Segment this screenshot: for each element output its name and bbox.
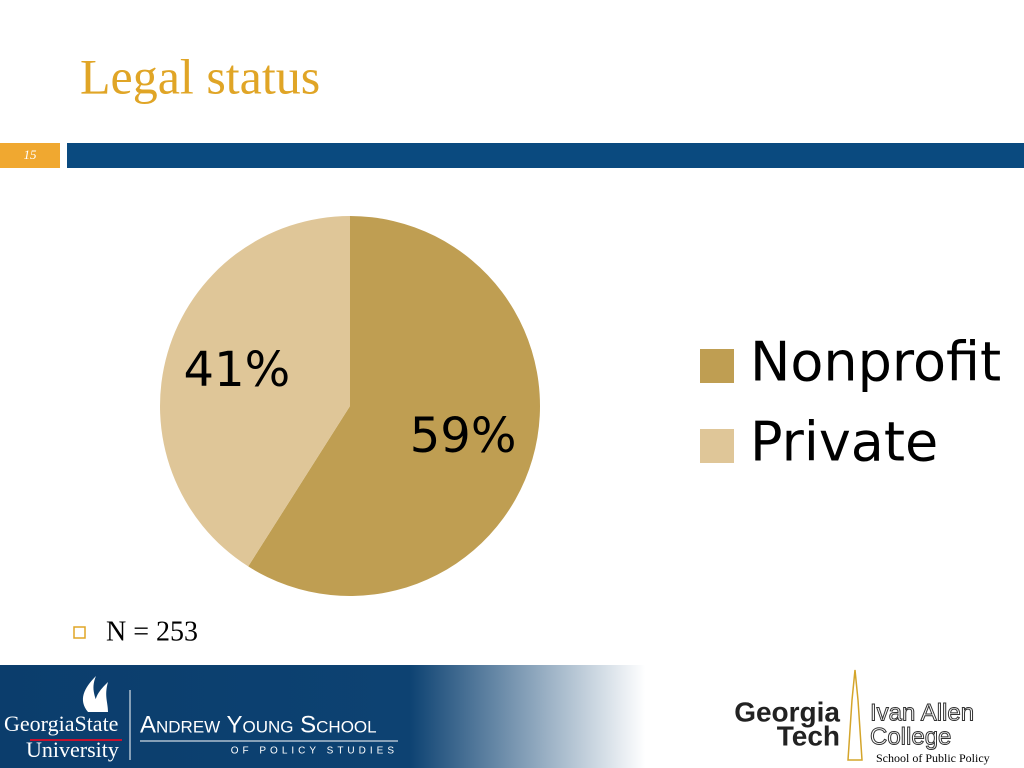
legend: Nonprofit Private xyxy=(700,331,1001,474)
header-bar xyxy=(67,143,1024,168)
pie-slice xyxy=(159,216,350,567)
bullet-text: N = 253 xyxy=(106,616,198,647)
iac-name: Ivan Allen xyxy=(870,699,974,726)
iac-name: College xyxy=(870,723,951,750)
legend-swatch xyxy=(700,429,734,463)
iac-sub: School of Public Policy xyxy=(876,751,990,765)
gsu-name: University xyxy=(26,737,119,762)
ays-name: Andrew Young School xyxy=(140,711,377,738)
pie-slice xyxy=(248,216,540,596)
data-label: 59% xyxy=(410,408,517,464)
gsu-flame xyxy=(82,676,108,712)
legend-label: Nonprofit xyxy=(750,331,1001,394)
gsu-name: GeorgiaState xyxy=(4,711,118,736)
gt-tower xyxy=(847,669,863,761)
ays-sub: OF POLICY STUDIES xyxy=(231,746,398,757)
slide-title: Legal status xyxy=(80,48,320,104)
legend-swatch xyxy=(700,349,734,383)
bullet-marker xyxy=(73,626,86,639)
legend-label: Private xyxy=(750,411,938,474)
pie-chart: 59% 41% xyxy=(159,216,540,596)
gt-name: Georgia xyxy=(734,696,840,727)
slide-number-box xyxy=(0,143,60,168)
data-label: 41% xyxy=(184,342,291,398)
slide-number: 15 xyxy=(24,147,38,162)
gt-name: Tech xyxy=(777,720,840,751)
